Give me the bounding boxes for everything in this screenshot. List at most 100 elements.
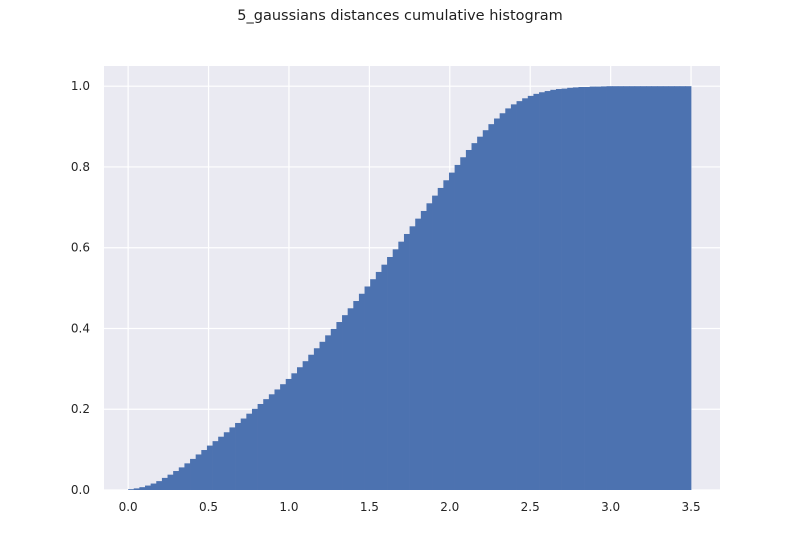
histogram-bar [342, 315, 349, 490]
histogram-bar [488, 124, 495, 491]
histogram-bar [297, 367, 303, 490]
histogram-bar [167, 474, 174, 490]
histogram-bar [634, 86, 641, 490]
histogram-bar [600, 86, 607, 490]
histogram-bar [150, 483, 157, 490]
histogram-bar [679, 86, 686, 490]
histogram-bar [325, 335, 332, 490]
x-axis-ticks: 0.0 0.5 1.0 1.5 2.0 2.5 3.0 3.5 [119, 500, 701, 514]
histogram-bar [302, 361, 309, 490]
histogram-bar [257, 403, 264, 490]
histogram-bar [128, 489, 135, 490]
histogram-bar [443, 180, 450, 490]
histogram-bar [218, 436, 225, 490]
histogram-bar [173, 471, 180, 490]
histogram-bar [285, 378, 292, 490]
histogram-bar [381, 264, 388, 490]
histogram-bar [674, 86, 681, 490]
histogram-bar [623, 86, 630, 490]
histogram-bar [550, 89, 557, 490]
histogram-bar [595, 86, 602, 490]
histogram-bar [539, 92, 546, 490]
histogram-bar [387, 257, 394, 490]
histogram-bar [617, 86, 624, 490]
y-tick-label: 0.2 [71, 402, 90, 416]
histogram-bar [178, 467, 185, 490]
histogram-bar [274, 389, 281, 490]
histogram-bar [510, 104, 517, 491]
histogram-bar [375, 271, 382, 490]
histogram-bar [482, 130, 489, 490]
histogram-bar [223, 432, 230, 490]
histogram-bar [606, 86, 613, 490]
histogram-bar [460, 157, 467, 490]
histogram-bar [584, 87, 591, 490]
histogram-bar [448, 172, 455, 491]
x-tick-label: 0.0 [119, 500, 138, 514]
histogram-bar [206, 445, 213, 490]
histogram-bar [437, 187, 444, 490]
histogram-bar [505, 108, 512, 491]
histogram-bar [572, 87, 579, 491]
histogram-bar [201, 450, 208, 490]
histogram-bar [415, 218, 422, 490]
histogram-bars [128, 86, 692, 491]
histogram-bar [336, 322, 343, 490]
histogram-bar [544, 91, 551, 490]
y-tick-label: 0.6 [71, 241, 90, 255]
histogram-bar [353, 301, 360, 490]
histogram-bar [533, 93, 540, 491]
histogram-bar [280, 384, 287, 490]
histogram-bar [364, 286, 371, 490]
x-tick-label: 3.5 [682, 500, 701, 514]
histogram-bar [432, 195, 439, 490]
histogram-bar [668, 86, 675, 490]
histogram-bar [370, 279, 377, 490]
histogram-bar [246, 413, 253, 490]
y-tick-label: 0.0 [71, 483, 90, 497]
histogram-bar [420, 210, 427, 490]
histogram-bar [589, 86, 596, 490]
histogram-bar [240, 418, 247, 490]
histogram-bar [392, 249, 399, 490]
histogram-bar [409, 226, 416, 490]
histogram-bar [477, 136, 484, 491]
histogram-bar [640, 86, 647, 490]
histogram-bar [403, 233, 410, 491]
histogram-bar [685, 86, 692, 490]
histogram-bar [567, 87, 574, 490]
x-tick-label: 0.5 [199, 500, 218, 514]
histogram-bar [308, 354, 315, 490]
histogram-bar [190, 458, 197, 490]
histogram-bar [184, 463, 191, 490]
histogram-bar [268, 394, 275, 490]
histogram-bar [291, 373, 298, 490]
histogram-bar [465, 149, 472, 491]
y-tick-label: 0.8 [71, 160, 90, 174]
histogram-bar [499, 113, 506, 490]
histogram-bar [156, 481, 163, 490]
histogram-bar [662, 86, 669, 490]
histogram-bar [145, 485, 151, 490]
x-tick-label: 2.5 [521, 500, 540, 514]
y-axis-ticks: 0.0 0.2 0.4 0.6 0.8 1.0 [71, 79, 90, 497]
histogram-bar [398, 241, 405, 490]
histogram-bar [229, 427, 236, 490]
x-tick-label: 3.0 [601, 500, 620, 514]
histogram-bar [527, 95, 534, 490]
histogram-bar [195, 454, 202, 490]
y-tick-label: 0.4 [71, 321, 90, 335]
histogram-bar [235, 422, 242, 490]
histogram-bar [251, 408, 258, 490]
histogram-bar [612, 86, 619, 490]
histogram-bar [139, 487, 146, 490]
histogram-bar [555, 89, 562, 491]
histogram-bar [629, 86, 636, 490]
histogram-bar [516, 101, 523, 490]
x-tick-label: 1.5 [360, 500, 379, 514]
histogram-bar [133, 488, 140, 490]
histogram-bar [330, 328, 337, 490]
histogram-bar [646, 86, 652, 490]
